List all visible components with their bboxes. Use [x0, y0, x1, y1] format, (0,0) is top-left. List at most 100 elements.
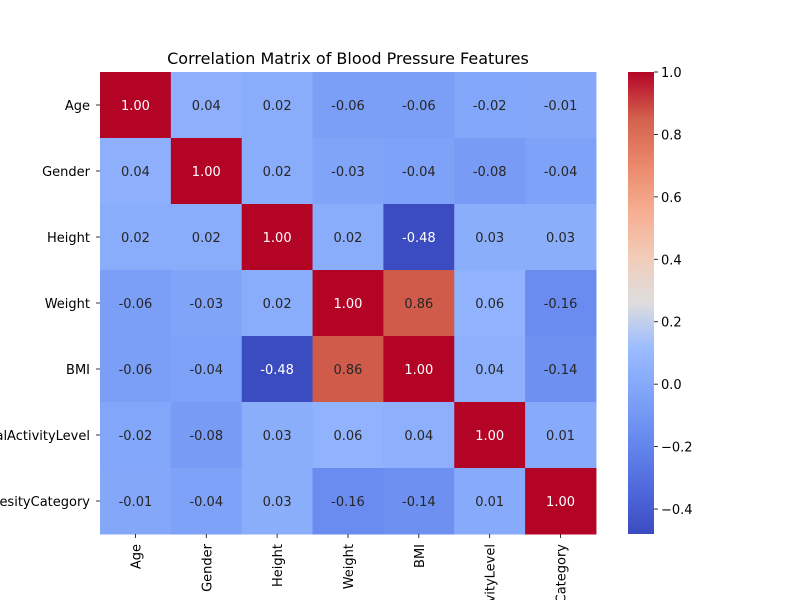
heatmap-cell: [100, 270, 172, 337]
cell-value-label: 0.02: [263, 165, 292, 180]
row-tick-label: Height: [47, 231, 90, 246]
colorbar-tick-label: 1.0: [661, 66, 682, 81]
row-tick-labels: Age Gender Height Weight BMI PhysicalActivity…: [0, 99, 100, 510]
heatmap-cell: [454, 72, 526, 139]
heatmap-cell: [454, 138, 526, 205]
heatmap-cell: [525, 204, 597, 271]
heatmap-cell: [383, 468, 455, 535]
cell-value-label: 1.00: [263, 231, 292, 246]
heatmap-cell: [170, 138, 243, 205]
column-tick-label: ObesityCategory: [555, 544, 570, 600]
colorbar-tick-label: 0.0: [661, 378, 682, 393]
heatmap-cell: [100, 468, 172, 535]
cell-value-label: 0.02: [192, 231, 221, 246]
column-tick-label: BMI: [413, 544, 428, 568]
cell-value-label: -0.48: [402, 231, 436, 246]
heatmap-cell: [170, 204, 243, 271]
cell-value-label: 0.04: [404, 429, 433, 444]
heatmap-cell: [312, 204, 384, 271]
heatmap-cell: [170, 270, 243, 337]
heatmap-cell: [241, 138, 314, 205]
heatmap-cell: [100, 204, 172, 271]
cell-value-label: 0.04: [121, 165, 150, 180]
cell-value-label: -0.02: [473, 99, 507, 114]
column-tick-label: Weight: [342, 544, 357, 589]
heatmap-cell: [525, 138, 597, 205]
heatmap-cell: [100, 402, 172, 469]
cell-value-label: 1.00: [475, 429, 504, 444]
heatmap-cell: [454, 402, 526, 469]
heatmap-cell: [525, 468, 597, 535]
cell-value-label: 0.04: [192, 99, 221, 114]
cell-value-label: -0.16: [331, 495, 365, 510]
cell-value-label: 1.00: [546, 495, 575, 510]
cell-value-label: -0.01: [119, 495, 153, 510]
heatmap-cell: [383, 402, 455, 469]
cell-value-label: 0.06: [475, 297, 504, 312]
cell-value-label: 0.86: [404, 297, 433, 312]
heatmap-cell: [170, 402, 243, 469]
heatmap-cell: [170, 72, 243, 139]
heatmap-cell: [383, 336, 455, 403]
cell-value-label: 0.03: [263, 495, 292, 510]
cell-value-label: -0.04: [189, 495, 223, 510]
heatmap-cell: [170, 336, 243, 403]
colorbar-tick-label: −0.4: [661, 503, 693, 518]
cell-value-label: 0.86: [333, 363, 362, 378]
cell-value-label: -0.06: [402, 99, 436, 114]
row-tick-label: PhysicalActivityLevel: [0, 429, 90, 444]
cell-value-label: 0.02: [263, 99, 292, 114]
cell-value-label: 1.00: [121, 99, 150, 114]
heatmap-cell: [525, 270, 597, 337]
cell-value-label: -0.48: [260, 363, 294, 378]
heatmap-cell: [454, 468, 526, 535]
cell-value-label: 0.02: [263, 297, 292, 312]
heatmap-cells: 1.00 0.04 0.02 -0.06 -0.06 -0.02 -0.01 0.04 1.00…: [100, 72, 597, 535]
heatmap-cell: [312, 402, 384, 469]
heatmap-cell: [312, 138, 384, 205]
colorbar: −0.4 −0.2 0.0 0.2 0.4 0.6 0.8 1.0: [628, 66, 693, 534]
cell-value-label: 0.01: [546, 429, 575, 444]
colorbar-tick-label: −0.2: [661, 441, 693, 456]
row-tick-label: BMI: [66, 363, 90, 378]
cell-value-label: -0.04: [189, 363, 223, 378]
column-tick-label: Age: [129, 544, 144, 569]
cell-value-label: 0.03: [475, 231, 504, 246]
heatmap-cell: [525, 402, 597, 469]
heatmap-cell: [525, 336, 597, 403]
cell-value-label: 0.02: [121, 231, 150, 246]
column-tick-label: Height: [271, 544, 286, 587]
cell-value-label: -0.04: [402, 165, 436, 180]
heatmap-cell: [241, 468, 314, 535]
heatmap-cell: [383, 72, 455, 139]
column-tick-labels: Age Gender Height Weight BMI PhysicalActivity…: [129, 534, 570, 600]
heatmap-cell: [525, 72, 597, 139]
column-tick-label: Gender: [200, 543, 215, 592]
cell-value-label: 1.00: [333, 297, 362, 312]
heatmap-cell: [383, 270, 455, 337]
heatmap-cell: [312, 72, 384, 139]
cell-value-label: -0.03: [331, 165, 365, 180]
cell-value-label: -0.16: [544, 297, 578, 312]
heatmap-cell: [454, 336, 526, 403]
colorbar-gradient: [628, 72, 654, 534]
chart-title: Correlation Matrix of Blood Pressure Fea…: [167, 49, 529, 68]
colorbar-tick-label: 0.4: [661, 253, 682, 268]
cell-value-label: -0.01: [544, 99, 578, 114]
row-tick-label: ObesityCategory: [0, 495, 90, 510]
heatmap-cell: [241, 270, 314, 337]
heatmap-cell: [100, 138, 172, 205]
heatmap-cell: [100, 336, 172, 403]
heatmap-cell: [241, 204, 314, 271]
heatmap-cell: [170, 468, 243, 535]
heatmap-cell: [312, 468, 384, 535]
heatmap-cell: [454, 204, 526, 271]
heatmap-cell: [454, 270, 526, 337]
cell-value-label: -0.03: [189, 297, 223, 312]
heatmap-cell: [241, 72, 314, 139]
cell-value-label: -0.04: [544, 165, 578, 180]
cell-value-label: -0.06: [119, 363, 153, 378]
cell-value-label: 0.03: [546, 231, 575, 246]
cell-value-label: 0.01: [475, 495, 504, 510]
